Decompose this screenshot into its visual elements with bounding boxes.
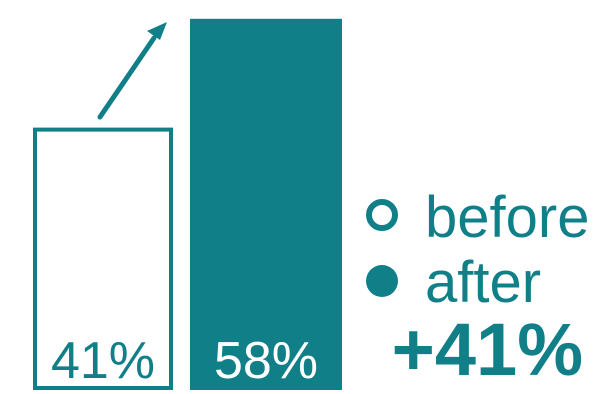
legend-marker-outline <box>366 199 398 231</box>
bar-value-label-before: 41% <box>51 332 155 390</box>
bar-before <box>33 127 173 390</box>
legend-marker-filled <box>366 265 398 297</box>
arrow-up-icon <box>97 22 167 120</box>
bars-group: 41% 58% <box>33 18 342 391</box>
legend-label-after: after <box>425 250 541 315</box>
legend-label-before: before <box>425 185 589 250</box>
change-annotation: +41% <box>392 308 583 391</box>
legend: before after <box>366 185 589 315</box>
bar-after <box>190 18 342 391</box>
arrow-head <box>147 22 167 40</box>
bar-value-label-after: 58% <box>214 332 318 390</box>
arrow-shaft <box>97 35 157 120</box>
